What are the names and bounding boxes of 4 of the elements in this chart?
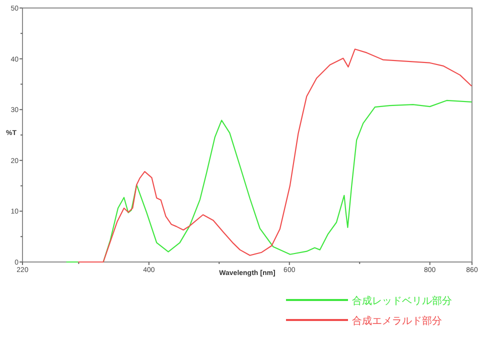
line-series [66,100,472,263]
text: 合成レッドベリル部分 [352,295,452,307]
text: 合成エメラルド部分 [352,315,442,327]
line-series [78,48,472,263]
